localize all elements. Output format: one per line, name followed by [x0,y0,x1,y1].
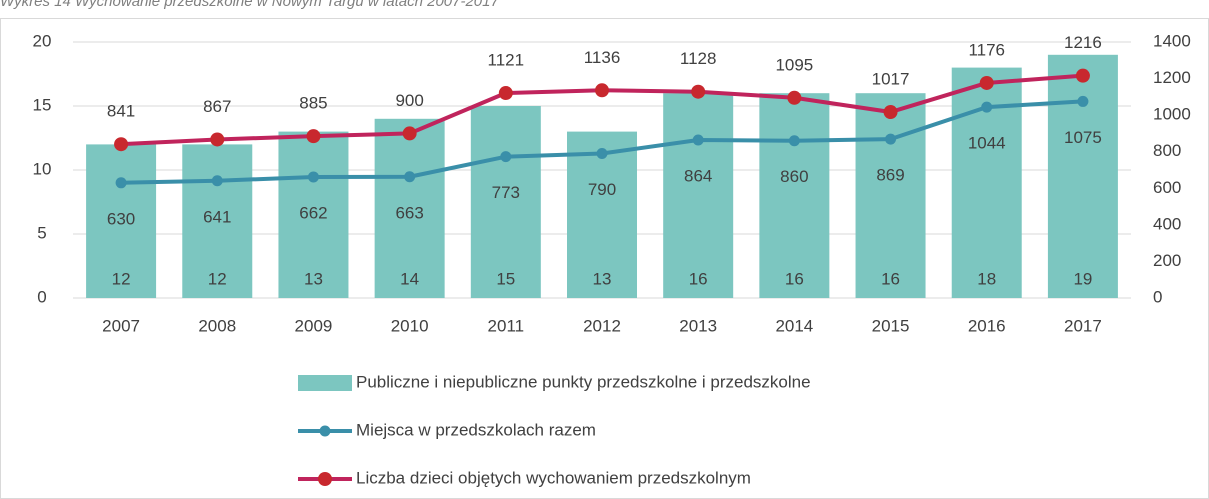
bar-value-label: 14 [400,269,419,288]
x-tick-label: 2014 [775,316,813,335]
y2-tick-label: 0 [1153,287,1162,306]
y2-tick-label: 1200 [1153,68,1191,87]
bar-value-label: 19 [1073,269,1092,288]
line-marker [692,134,704,146]
line-value-label: 1095 [775,55,813,74]
line-marker [787,90,802,105]
x-tick-label: 2007 [102,316,140,335]
bar [1047,54,1118,298]
line-marker [595,83,609,98]
bar [86,144,157,298]
line-value-label: 864 [684,166,712,185]
line-value-label: 860 [780,167,808,186]
legend-label: Liczba dzieci objętych wychowaniem przed… [356,468,751,487]
bar-value-label: 13 [593,269,612,288]
line-value-label: 841 [107,102,135,121]
chart-title: Wykres 14 Wychowanie przedszkolne w Nowy… [0,0,499,10]
bar-value-label: 16 [881,269,900,288]
line-value-label: 773 [492,183,520,202]
line-value-label: 1075 [1064,128,1102,147]
line-value-label: 1017 [872,70,910,89]
y2-tick-label: 1000 [1153,105,1191,124]
x-tick-label: 2017 [1064,316,1102,335]
line-marker [115,177,127,189]
x-tick-label: 2013 [679,316,717,335]
line-marker [788,135,800,147]
line-marker [981,101,993,113]
bar [567,131,637,298]
x-tick-label: 2016 [968,316,1006,335]
line-marker [402,126,417,141]
line-marker [404,171,416,183]
legend-marker [319,425,331,437]
bar-value-label: 12 [112,269,131,288]
line-marker [500,151,512,163]
x-tick-label: 2011 [488,316,525,335]
bar-value-label: 15 [496,269,515,288]
legend-marker [318,472,332,486]
x-tick-label: 2009 [295,316,333,335]
line-marker [979,75,994,90]
bar [855,93,926,298]
bar [759,93,830,298]
line-value-label: 790 [588,180,616,199]
y2-tick-label: 800 [1153,141,1181,160]
y-tick-label: 20 [33,31,52,50]
line-marker [885,133,897,145]
line-value-label: 869 [876,166,904,185]
line-value-label: 900 [395,91,423,110]
legend-swatch [298,375,352,391]
y-tick-label: 5 [37,223,46,242]
bar [374,118,445,298]
y2-tick-label: 200 [1153,251,1181,270]
bar-value-label: 13 [304,269,323,288]
line-marker [114,137,129,152]
bar [278,131,349,298]
y2-tick-label: 1400 [1153,31,1191,50]
line-value-label: 1176 [968,40,1005,59]
bar [182,144,253,298]
line-value-label: 867 [203,97,231,116]
y-tick-label: 10 [33,159,52,178]
bar-value-label: 18 [977,269,996,288]
bar-value-label: 16 [785,269,804,288]
legend-label: Publiczne i niepubliczne punkty przedszk… [356,372,811,391]
line-value-label: 630 [107,209,135,228]
line-value-label: 1216 [1064,33,1102,52]
line-value-label: 641 [203,207,231,226]
line-marker [307,171,319,183]
line-value-label: 1128 [680,49,717,68]
line-value-label: 885 [299,94,327,113]
line-marker [211,175,223,187]
line-value-label: 1044 [968,134,1006,153]
line-marker [1075,68,1090,83]
bar [663,93,734,298]
line-marker [596,148,608,160]
bar [470,106,541,298]
bar-value-label: 16 [689,269,708,288]
line-value-label: 1136 [584,48,621,67]
line-value-label: 663 [395,203,423,222]
line-value-label: 1121 [488,51,525,70]
x-tick-label: 2012 [583,316,621,335]
bar-value-label: 12 [208,269,227,288]
line-value-label: 662 [299,203,327,222]
y2-tick-label: 400 [1153,214,1181,233]
line-marker [883,105,898,120]
x-tick-label: 2015 [872,316,910,335]
y-tick-label: 0 [37,287,46,306]
x-tick-label: 2008 [198,316,236,335]
line-marker [210,132,225,147]
line-marker [691,84,706,99]
legend-label: Miejsca w przedszkolach razem [356,420,596,439]
line-marker [498,86,513,101]
line-marker [306,129,321,144]
y-tick-label: 15 [33,95,52,114]
line-marker [1077,95,1089,107]
y2-tick-label: 600 [1153,178,1181,197]
x-tick-label: 2010 [391,316,429,335]
